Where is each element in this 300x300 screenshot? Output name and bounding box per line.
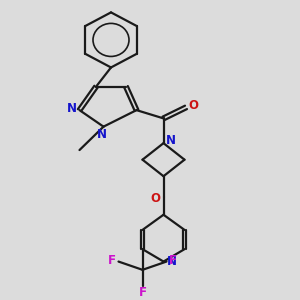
Text: O: O (150, 192, 160, 205)
Text: N: N (67, 102, 77, 115)
Text: N: N (97, 128, 107, 141)
Text: F: F (108, 254, 116, 267)
Text: N: N (166, 134, 176, 147)
Text: F: F (169, 254, 177, 267)
Text: F: F (139, 286, 146, 299)
Text: O: O (188, 99, 199, 112)
Text: N: N (167, 255, 177, 268)
